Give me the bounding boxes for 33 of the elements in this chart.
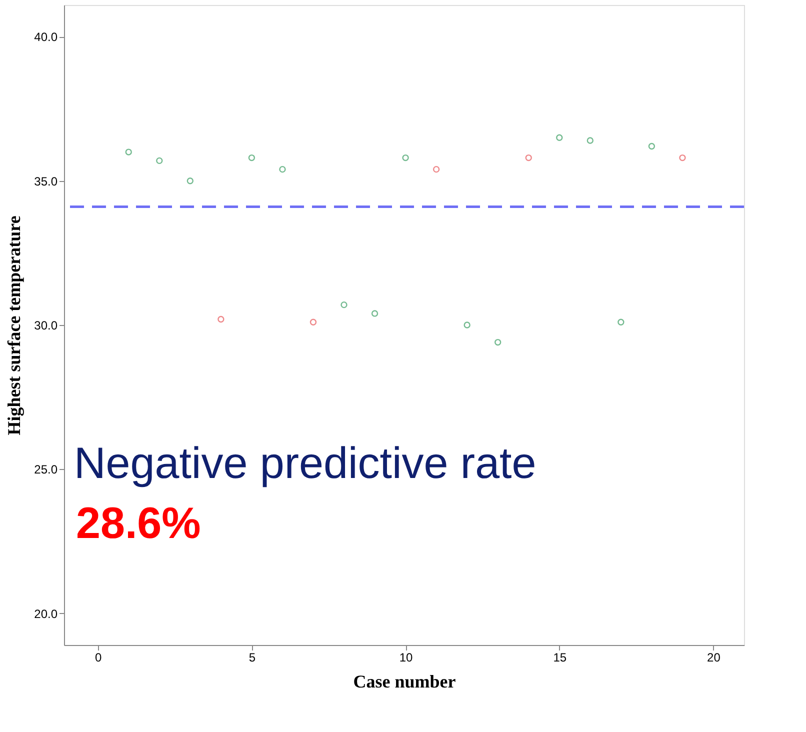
y-tick-label: 35.0 <box>34 174 58 188</box>
point <box>464 322 470 328</box>
annotation: Negative predictive rate <box>74 439 536 488</box>
y-tick-label: 25.0 <box>34 462 58 477</box>
point <box>432 166 440 173</box>
x-tick-label: 0 <box>95 650 102 664</box>
point <box>402 154 409 162</box>
x-tick-label: 20 <box>707 650 721 664</box>
y-tick-label: 20.0 <box>34 606 58 621</box>
point <box>279 166 286 173</box>
point <box>156 157 163 164</box>
point <box>248 154 256 162</box>
point <box>586 137 594 144</box>
y-axis-title: Highest surface temperature <box>4 216 24 436</box>
x-tick-label: 10 <box>399 650 414 664</box>
x-tick-label: 15 <box>553 650 567 664</box>
point <box>556 134 563 141</box>
y-tick-label: 40.0 <box>34 30 58 44</box>
x-axis-title: Case number <box>353 672 456 692</box>
point <box>618 318 624 326</box>
y-tick-label: 30.0 <box>34 318 58 332</box>
point <box>648 142 656 150</box>
x-tick-label: 5 <box>248 650 256 664</box>
point <box>186 178 194 184</box>
point <box>679 154 686 162</box>
point <box>371 310 378 317</box>
point <box>125 148 132 156</box>
point <box>340 301 348 308</box>
point <box>218 316 224 323</box>
point <box>494 338 502 346</box>
point <box>310 318 317 326</box>
annotation: 28.6% <box>76 499 201 548</box>
point <box>525 154 532 162</box>
